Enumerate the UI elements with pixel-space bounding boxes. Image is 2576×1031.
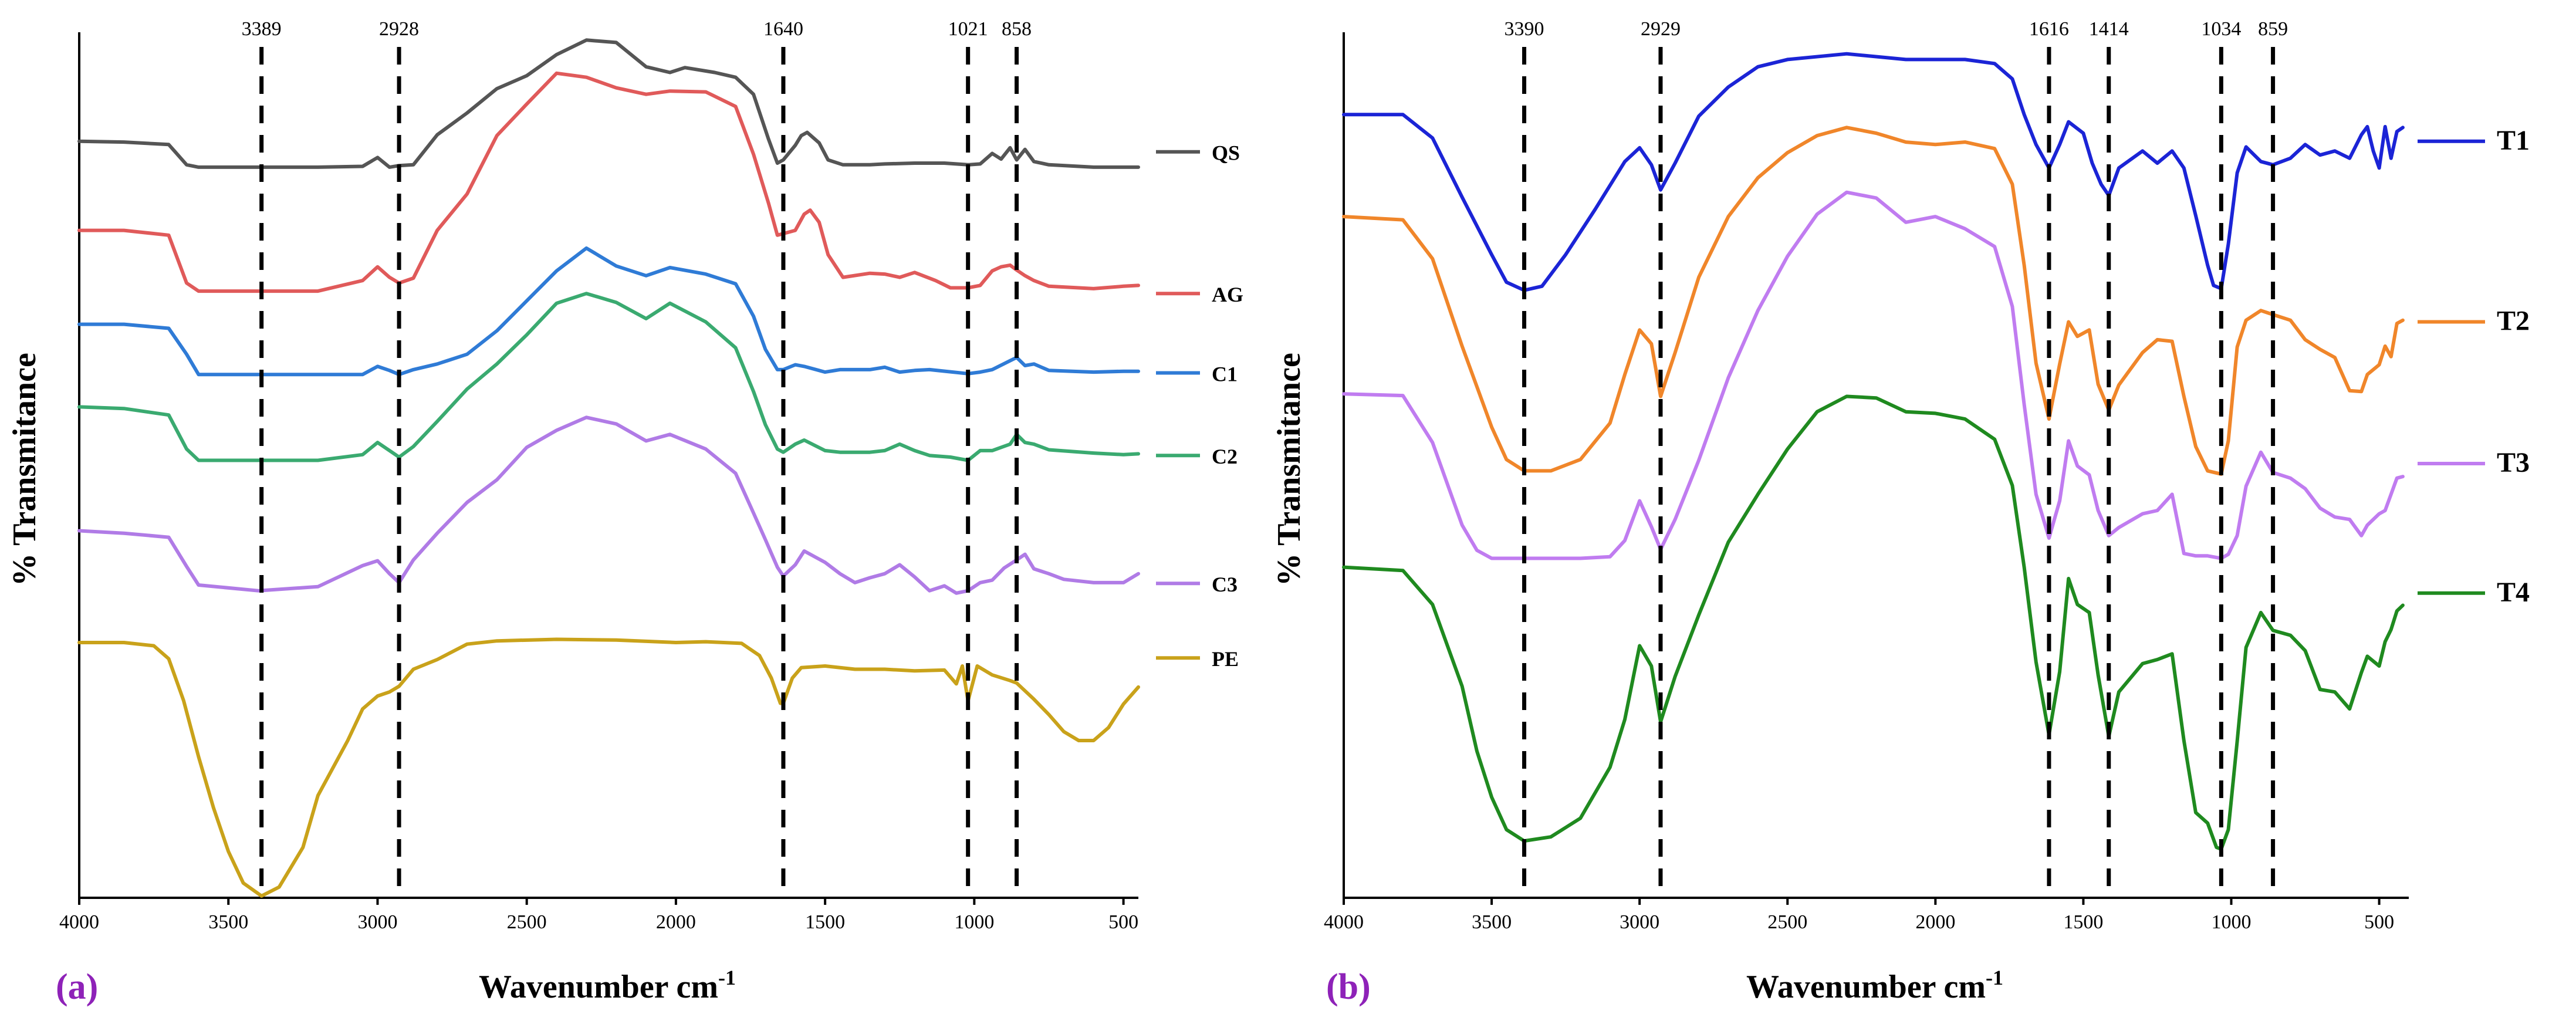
peak-label-1640: 1640 xyxy=(763,18,803,40)
legend-label-qs: QS xyxy=(1212,141,1240,165)
legend-label-ag: AG xyxy=(1212,283,1243,306)
x-tick-label: 500 xyxy=(1108,911,1138,933)
x-tick-label: 3000 xyxy=(1620,911,1659,933)
series-line-c2 xyxy=(77,292,1140,462)
x-tick-label: 1500 xyxy=(2063,911,2103,933)
legend-label-t3: T3 xyxy=(2497,447,2530,478)
series-line-qs xyxy=(77,38,1140,169)
panel-label: (a) xyxy=(56,967,98,1007)
legend-label-t2: T2 xyxy=(2497,306,2530,337)
peak-label-3390: 3390 xyxy=(1505,18,1544,40)
x-tick-label: 1500 xyxy=(805,911,845,933)
peak-label-1616: 1616 xyxy=(2029,18,2069,40)
series-line-c1 xyxy=(77,246,1140,377)
peak-label-2929: 2929 xyxy=(1641,18,1681,40)
series-line-t3 xyxy=(1342,190,2405,560)
x-tick-label: 1000 xyxy=(954,911,994,933)
x-tick-label: 4000 xyxy=(59,911,99,933)
peak-label-1021: 1021 xyxy=(948,18,988,40)
peak-label-3389: 3389 xyxy=(242,18,282,40)
series-line-t1 xyxy=(1342,52,2405,292)
x-tick-label: 3000 xyxy=(357,911,397,933)
x-axis-label: Wavenumber cm-1 xyxy=(1746,966,2003,1005)
peak-label-858: 858 xyxy=(1002,18,1032,40)
legend-label-c2: C2 xyxy=(1212,445,1238,468)
x-tick-label: 1000 xyxy=(2212,911,2252,933)
y-axis-label: % Transmitance xyxy=(6,353,43,586)
series-line-t4 xyxy=(1342,394,2405,851)
x-tick-label: 3500 xyxy=(208,911,248,933)
x-tick-label: 2500 xyxy=(1767,911,1807,933)
panel-label: (b) xyxy=(1326,967,1371,1007)
x-axis-label: Wavenumber cm-1 xyxy=(479,966,736,1005)
series-line-t2 xyxy=(1342,126,2405,476)
series-line-c3 xyxy=(77,415,1140,595)
peak-label-859: 859 xyxy=(2258,18,2288,40)
peak-label-1414: 1414 xyxy=(2089,18,2129,40)
series-line-ag xyxy=(77,71,1140,293)
legend-label-c1: C1 xyxy=(1212,362,1238,386)
y-axis-label: % Transmitance xyxy=(1271,353,1307,586)
x-tick-label: 2500 xyxy=(507,911,547,933)
legend-label-c3: C3 xyxy=(1212,573,1238,596)
legend-label-pe: PE xyxy=(1212,647,1239,671)
legend-label-t1: T1 xyxy=(2497,125,2530,156)
peak-label-1034: 1034 xyxy=(2201,18,2241,40)
x-tick-label: 4000 xyxy=(1324,911,1364,933)
x-tick-label: 2000 xyxy=(1915,911,1955,933)
panel-b: 4000 3500 3000 2500 2000 1500 1000 500 Wavenumbe… xyxy=(1271,18,2530,1007)
x-tick-label: 3500 xyxy=(1472,911,1512,933)
peak-label-2928: 2928 xyxy=(379,18,419,40)
panel-a: 4000 3500 3000 2500 2000 1500 1000 500 Wavenumbe… xyxy=(6,18,1243,1007)
series-line-pe xyxy=(77,637,1140,898)
x-tick-label: 2000 xyxy=(656,911,696,933)
x-tick-label: 500 xyxy=(2364,911,2394,933)
legend-label-t4: T4 xyxy=(2497,577,2530,608)
